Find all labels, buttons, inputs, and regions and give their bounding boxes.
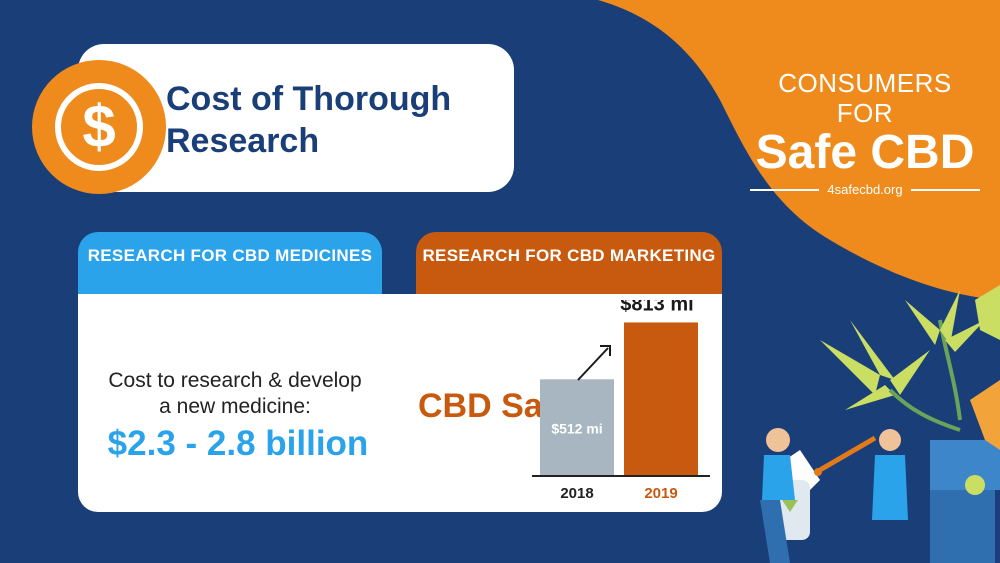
trend-up-arrow-icon bbox=[577, 345, 611, 381]
data-label-2019: $813 mi bbox=[620, 300, 693, 315]
medicine-cost-value: $2.3 - 2.8 billion bbox=[107, 424, 369, 463]
bar-2019 bbox=[624, 322, 698, 476]
page-title: Cost of Thorough Research bbox=[166, 80, 452, 160]
brand-url: 4safecbd.org bbox=[827, 182, 903, 197]
brand-url-row: 4safecbd.org bbox=[750, 182, 981, 197]
cannabis-plant-illustration bbox=[820, 285, 1000, 563]
brand-rule-left bbox=[750, 188, 820, 191]
brand-rule-right bbox=[910, 188, 981, 191]
medicine-cost-description: Cost to research & develop a new medicin… bbox=[108, 369, 362, 418]
cbd-sales-chart: 2018 $512 mi 2019 $813 mi bbox=[532, 300, 710, 502]
dollar-coin-icon: $ bbox=[32, 60, 166, 194]
tab-research-marketing: RESEARCH FOR CBD MARKETING bbox=[416, 232, 722, 304]
bar-2018 bbox=[540, 379, 614, 476]
brand-line2: Safe CBD bbox=[755, 126, 975, 179]
researchers-illustration bbox=[760, 428, 908, 563]
dollar-sign-glyph: $ bbox=[55, 83, 143, 171]
tab-research-medicines: RESEARCH FOR CBD MEDICINES bbox=[78, 232, 382, 304]
brand-line1: CONSUMERS FOR bbox=[778, 68, 952, 128]
tick-label-2018: 2018 bbox=[560, 485, 593, 502]
orange-blob bbox=[598, 0, 1000, 300]
brand-logo: CONSUMERS FOR Safe CBD 4safecbd.org bbox=[750, 68, 981, 197]
data-label-2018: $512 mi bbox=[551, 421, 602, 437]
tick-label-2019: 2019 bbox=[644, 485, 677, 502]
